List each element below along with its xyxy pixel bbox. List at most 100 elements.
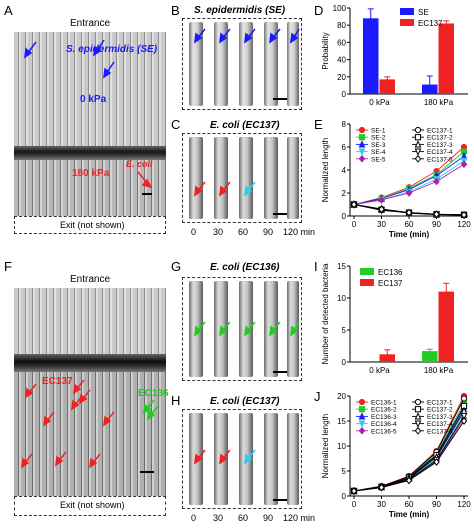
legend-label: EC136-2	[371, 407, 397, 414]
time-label: 90	[263, 513, 274, 523]
panel-g-frame	[182, 277, 302, 381]
chart-j: 0 5 10 15 20 Normalized length 0 30 60 90 120 Time …	[321, 392, 471, 519]
timelapse-strip	[239, 137, 253, 219]
x-tick-label: 30	[377, 500, 386, 509]
constriction-band	[14, 146, 166, 160]
ecoli-label: E. coli	[126, 159, 153, 169]
data-point	[405, 208, 413, 217]
legend-label: EC136-5	[371, 428, 397, 435]
panel-h-title: E. coli (EC137)	[210, 396, 280, 407]
data-point	[460, 412, 468, 421]
bar	[362, 18, 379, 94]
x-tick-label: 90	[432, 500, 441, 509]
channel-array-top	[14, 288, 166, 354]
time-label: 120 min	[283, 513, 316, 523]
legend-marker	[358, 406, 366, 413]
y-tick-label: 0	[342, 358, 347, 367]
legend-marker	[358, 154, 366, 163]
arrows-overlay-c	[193, 181, 287, 215]
channel-array-top	[14, 32, 166, 152]
y-tick-label: 4	[342, 166, 347, 175]
bar	[379, 79, 396, 94]
y-tick-label: 15	[337, 262, 346, 271]
time-label: 0	[191, 227, 197, 237]
legend-marker	[414, 148, 422, 156]
data-point	[460, 210, 468, 219]
y-axis-label: Normalized length	[321, 138, 330, 202]
legend-marker	[414, 126, 422, 134]
legend-label: EC137-3	[427, 414, 453, 421]
legend-label: EC137-3	[427, 142, 453, 149]
y-tick-label: 40	[337, 56, 346, 65]
legend-marker	[358, 412, 366, 420]
x-tick-label: 30	[377, 220, 386, 229]
legend-label: SE-2	[371, 135, 386, 142]
legend-marker	[414, 134, 422, 141]
data-point	[460, 395, 468, 402]
chart-d: 0 20 40 60 80 100 Probability 0 kPa 180 kPa SE EC1…	[321, 4, 468, 107]
bar	[438, 23, 455, 95]
legend-swatch	[360, 279, 374, 286]
legend-label: EC137	[418, 19, 443, 28]
legend-label: EC136-1	[371, 400, 397, 407]
panel-label-a: A	[4, 3, 13, 18]
legend-marker	[358, 398, 366, 406]
data-point	[350, 487, 358, 495]
channel-array-bottom	[14, 372, 166, 496]
legend-label: SE	[418, 8, 429, 17]
arrows-overlay-b	[193, 28, 300, 100]
legend-marker	[414, 398, 422, 406]
channel-array-bottom	[14, 160, 166, 216]
y-tick-label: 5	[342, 467, 347, 476]
panel-label-i: I	[314, 259, 318, 274]
y-tick-label: 20	[337, 392, 346, 401]
y-axis-label: Number of detected bacteria	[321, 263, 330, 364]
panel-b-frame	[182, 18, 302, 110]
data-point	[378, 205, 385, 214]
time-label: 120 min	[283, 227, 316, 237]
legend-marker	[358, 420, 366, 428]
legend-marker	[414, 426, 422, 435]
time-label: 30	[213, 227, 224, 237]
x-axis-label: Time (min)	[389, 230, 430, 239]
legend-label: EC137	[378, 279, 403, 288]
timelapse-strip	[189, 22, 203, 106]
exit-box-a	[14, 216, 166, 234]
timelapse-strip	[214, 137, 228, 219]
legend-swatch	[400, 8, 414, 15]
timelapse-strip	[287, 413, 299, 505]
timelapse-strip	[214, 22, 228, 106]
series-line	[353, 160, 465, 205]
legend-label: EC137-1	[427, 128, 453, 135]
panel-c-frame	[182, 133, 302, 223]
pressure-label-180: 180 kPa	[72, 168, 110, 179]
legend-marker	[414, 406, 422, 413]
x-tick-label: 0	[352, 500, 357, 509]
legend-label: EC137-2	[427, 407, 453, 414]
x-tick-label: 60	[405, 220, 414, 229]
y-tick-label: 80	[337, 21, 346, 30]
legend-swatch	[400, 19, 414, 26]
y-tick-label: 20	[337, 73, 346, 82]
y-tick-label: 5	[342, 326, 347, 335]
legend-label: EC137-4	[427, 149, 453, 156]
data-point	[378, 483, 385, 492]
x-tick-label: 0 kPa	[369, 366, 390, 375]
x-tick-label: 60	[405, 500, 414, 509]
x-tick-label: 120	[457, 500, 471, 509]
legend-label: SE-4	[371, 149, 386, 156]
legend-swatch	[360, 268, 374, 275]
constriction-band	[14, 354, 166, 372]
exit-label-a: Exit (not shown)	[60, 220, 125, 230]
arrows-overlay-a	[24, 39, 153, 195]
x-tick-label: 180 kPa	[424, 98, 454, 107]
ec136-label: EC136	[138, 388, 169, 399]
y-tick-label: 8	[342, 120, 347, 129]
panel-label-h: H	[171, 393, 181, 408]
panel-h-frame	[182, 409, 302, 509]
y-tick-label: 10	[337, 294, 346, 303]
legend-marker	[414, 140, 422, 148]
pressure-label-0: 0 kPa	[80, 94, 107, 105]
legend-label: EC137-2	[427, 135, 453, 142]
y-tick-label: 60	[337, 38, 346, 47]
